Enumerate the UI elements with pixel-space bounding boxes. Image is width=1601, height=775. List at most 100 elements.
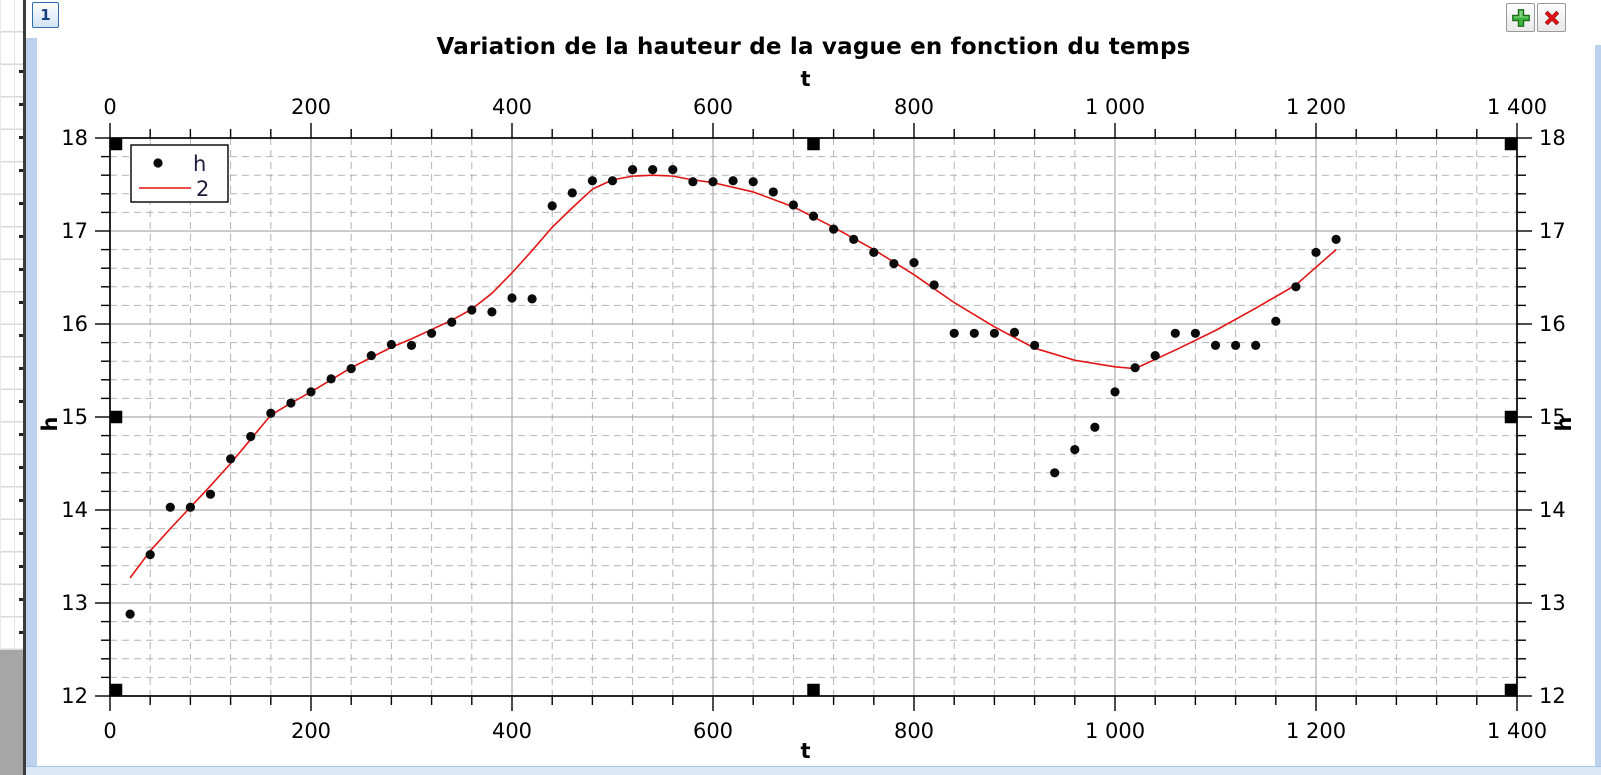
- selection-handle[interactable]: [109, 683, 123, 697]
- legend-box[interactable]: [130, 144, 229, 203]
- data-point: [1170, 328, 1180, 338]
- data-point: [487, 307, 497, 317]
- x-tick-label-top: 1 400: [1487, 95, 1547, 119]
- selection-handle[interactable]: [1504, 137, 1518, 151]
- selection-handle[interactable]: [109, 137, 123, 151]
- data-point: [688, 177, 698, 187]
- data-point: [266, 408, 276, 418]
- add-graph-button[interactable]: [1506, 3, 1535, 32]
- y-tick-label-right: 12: [1539, 684, 1566, 708]
- legend-marker-dot: [153, 158, 163, 168]
- y-tick-label-right: 16: [1539, 312, 1566, 336]
- data-point: [1331, 234, 1341, 244]
- y-tick-label-left: 13: [61, 591, 88, 615]
- data-point: [1070, 444, 1080, 455]
- data-point: [386, 339, 396, 350]
- data-point: [467, 305, 477, 315]
- bottom-window-edge: [26, 766, 1601, 775]
- data-point: [346, 364, 356, 374]
- selection-handle[interactable]: [807, 137, 820, 151]
- data-point: [829, 224, 839, 234]
- x-tick-label-bottom: 400: [492, 719, 532, 743]
- data-point: [788, 200, 799, 210]
- y-tick-label-right: 14: [1539, 498, 1566, 522]
- y-tick-label-right: 17: [1539, 219, 1566, 243]
- data-point: [1190, 328, 1200, 338]
- data-point: [145, 550, 155, 560]
- x-tick-label-top: 800: [894, 95, 934, 119]
- data-point: [326, 374, 336, 384]
- data-point: [869, 247, 879, 257]
- y-tick-label-left: 16: [61, 312, 88, 336]
- data-point: [1110, 387, 1120, 397]
- data-point: [1030, 340, 1040, 350]
- data-point: [125, 609, 135, 619]
- x-tick-label-bottom: 800: [894, 719, 934, 743]
- chart-title: Variation de la hauteur de la vague en f…: [436, 34, 1191, 60]
- table-edge-gray-area: [0, 650, 23, 775]
- data-point: [1009, 327, 1020, 337]
- data-point: [668, 165, 678, 175]
- data-point: [728, 176, 738, 186]
- y-tick-label-left: 17: [61, 219, 88, 243]
- y-tick-label-left: 14: [61, 498, 88, 522]
- data-point: [587, 176, 598, 186]
- data-point: [427, 328, 437, 338]
- x-tick-label-bottom: 0: [103, 719, 116, 743]
- data-point: [1271, 316, 1281, 326]
- x-axis-title-bottom: t: [800, 739, 810, 763]
- data-point: [567, 188, 577, 198]
- data-point: [607, 176, 618, 186]
- y-axis-title-left: h: [38, 417, 62, 432]
- x-tick-label-bottom: 1 400: [1487, 719, 1547, 743]
- data-point: [306, 387, 316, 397]
- data-point: [768, 187, 778, 197]
- data-point: [989, 328, 1000, 338]
- data-table-edge: [0, 0, 23, 650]
- data-point: [909, 258, 919, 268]
- legend-label-h: h: [193, 152, 206, 176]
- x-tick-label-bottom: 1 200: [1286, 719, 1346, 743]
- data-point: [547, 201, 557, 211]
- graph-tab-1[interactable]: 1: [32, 2, 59, 28]
- y-tick-label-right: 13: [1539, 591, 1566, 615]
- selection-handle[interactable]: [109, 410, 123, 424]
- data-point: [507, 293, 517, 303]
- selection-handle[interactable]: [1504, 410, 1518, 424]
- y-tick-label-left: 12: [61, 684, 88, 708]
- data-point: [185, 502, 195, 512]
- data-point: [969, 328, 979, 338]
- right-window-edge: [1595, 45, 1601, 775]
- data-point: [1150, 351, 1160, 361]
- fit-curve: [129, 174, 1337, 579]
- data-point: [1251, 340, 1261, 350]
- data-point: [849, 234, 859, 244]
- y-tick-label-right: 18: [1539, 126, 1566, 150]
- data-point: [1130, 363, 1140, 373]
- data-point: [366, 351, 376, 361]
- data-point: [1231, 340, 1241, 350]
- data-point: [1291, 282, 1301, 292]
- selection-handle[interactable]: [1504, 683, 1518, 697]
- close-graph-button[interactable]: [1537, 3, 1566, 32]
- data-point: [748, 177, 758, 187]
- data-point: [929, 280, 939, 290]
- data-point: [1210, 340, 1221, 350]
- data-point: [447, 317, 457, 327]
- data-point: [889, 258, 899, 269]
- plus-icon: [1511, 8, 1530, 27]
- x-axis-title-top: t: [800, 67, 810, 91]
- x-tick-label-top: 400: [492, 95, 532, 119]
- data-point: [205, 489, 216, 499]
- selection-handle[interactable]: [807, 683, 820, 697]
- x-tick-label-top: 600: [693, 95, 733, 119]
- y-axis-title-right: h: [1552, 417, 1576, 432]
- left-window-edge: [26, 38, 37, 775]
- graph-tab-label: 1: [40, 6, 51, 24]
- pane-splitter[interactable]: [23, 0, 26, 775]
- x-tick-label-top: 1 200: [1286, 95, 1346, 119]
- data-point: [648, 165, 658, 175]
- y-tick-label-right: 15: [1539, 405, 1566, 429]
